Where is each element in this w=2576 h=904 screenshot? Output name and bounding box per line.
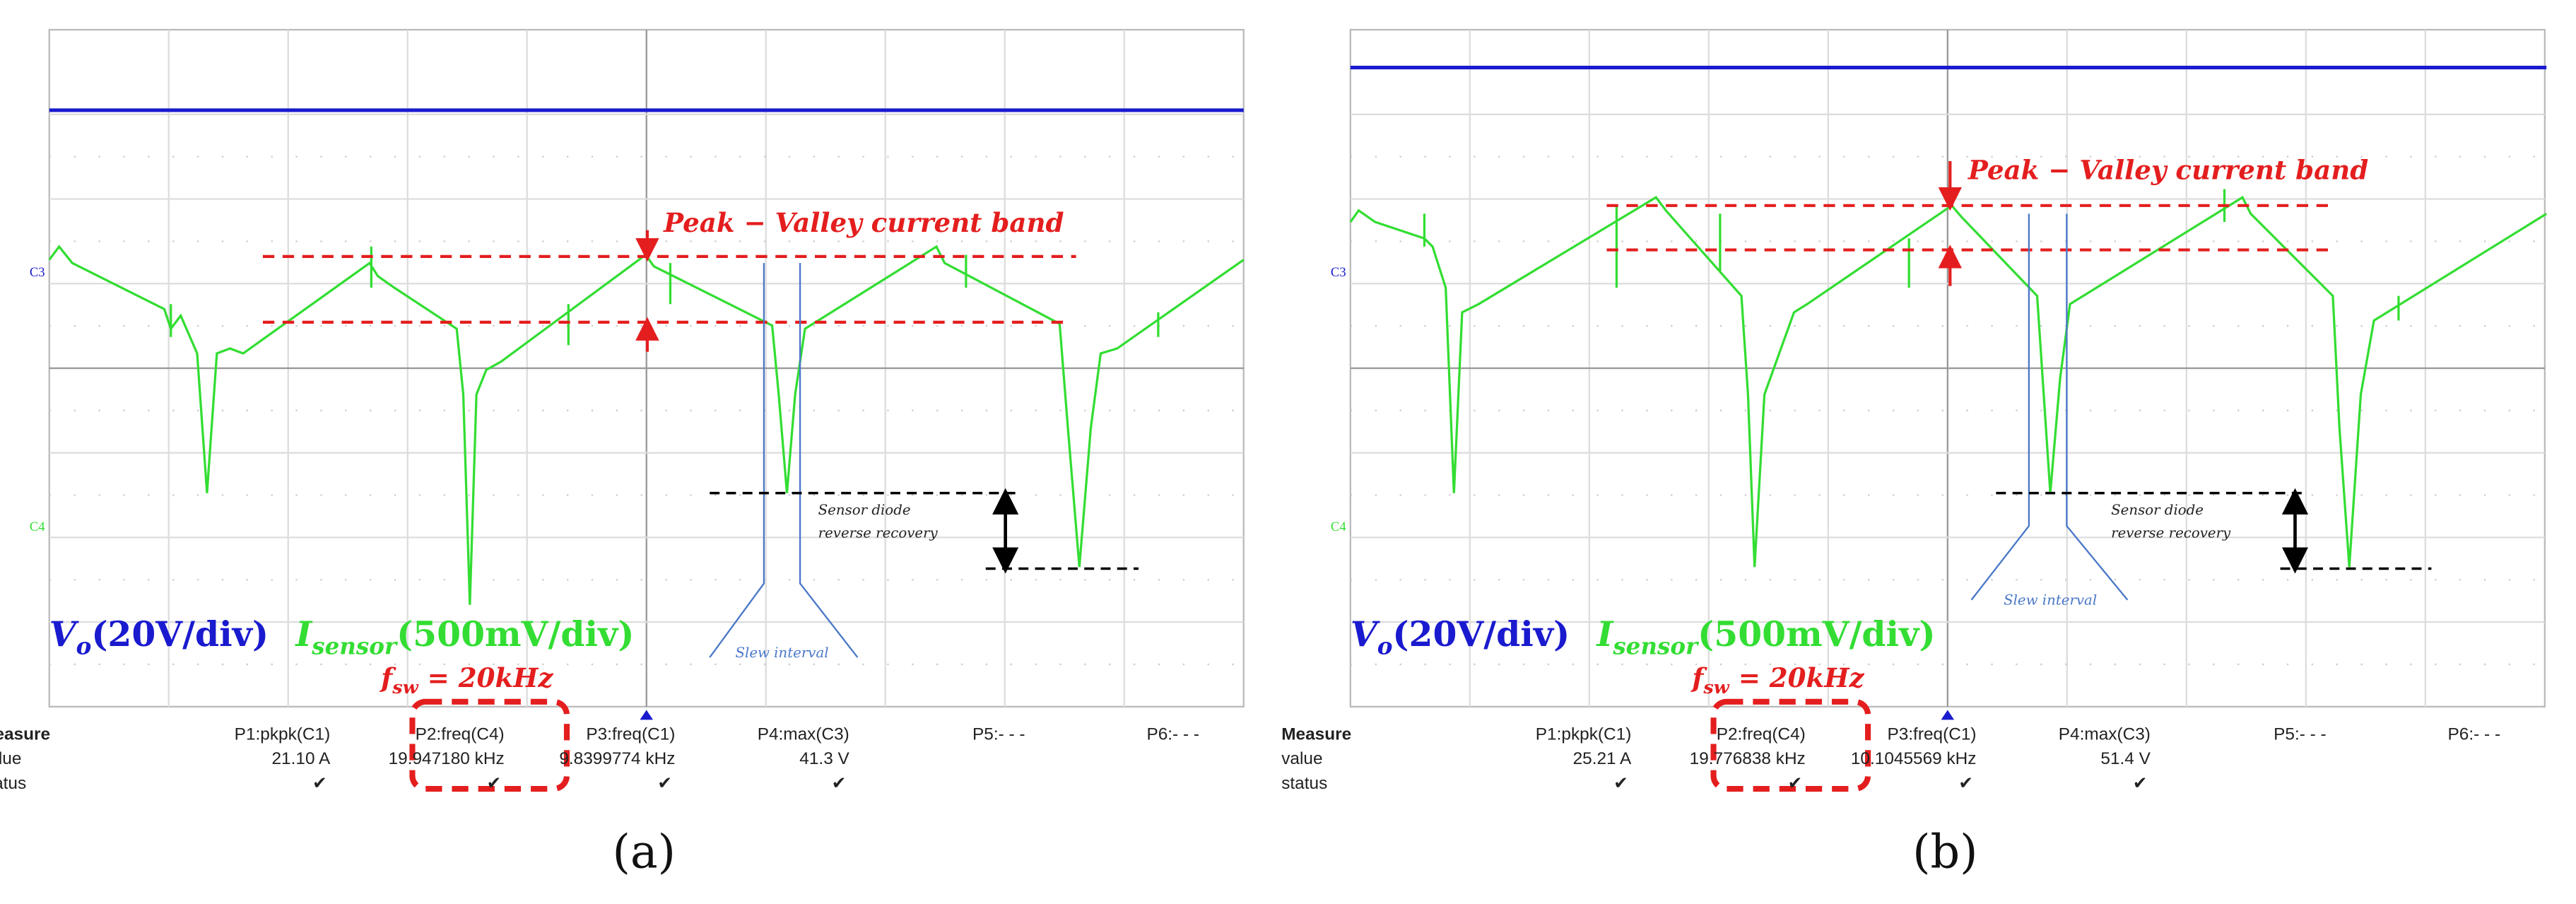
column-header: P5:- - -: [972, 724, 1025, 744]
row-label: value: [1281, 749, 1322, 768]
column-header: P1:pkpk(C1): [235, 724, 331, 744]
band-label: Peak − Valley current band: [1968, 155, 2368, 186]
column-header: P4:max(C3): [758, 724, 849, 744]
panel: C3 C4 Peak − Valley current band Slew int…: [0, 28, 1245, 879]
status-icon: ✔: [657, 774, 671, 793]
diode-label: Sensor diode: [818, 502, 911, 518]
highlight-box: [409, 698, 570, 792]
isensor-label: Isensor(500mV/div): [294, 614, 634, 660]
highlight-box: [1710, 698, 1871, 792]
channel-label: C3: [1331, 265, 1346, 280]
graticule: C3 C4: [30, 28, 1245, 720]
measure-value: 21.10 A: [271, 749, 330, 768]
isensor-trace: [48, 245, 1245, 605]
column-header: P2:freq(C4): [416, 724, 505, 744]
band-lines: [262, 254, 1076, 324]
column-header: P3:freq(C1): [1887, 724, 1976, 744]
status-icon: ✔: [312, 774, 327, 793]
cursor: [1941, 710, 1955, 720]
status-icon: ✔: [1613, 774, 1628, 793]
status-icon: ✔: [2133, 774, 2147, 793]
measure-value: 9.8399774 kHz: [559, 749, 675, 768]
diode-label: reverse recovery: [818, 524, 939, 541]
measure-value: 25.21 A: [1573, 749, 1632, 768]
graticule: C3 C4: [1331, 28, 2546, 720]
isensor-trace: [1349, 189, 2548, 568]
caption: (a): [612, 826, 676, 879]
column-header: P2:freq(C4): [1717, 724, 1806, 744]
measure-value: 10.1045569 kHz: [1851, 749, 1977, 768]
column-header: P5:- - -: [2274, 724, 2327, 744]
band-lines: [1606, 204, 2333, 252]
column-header: P1:pkpk(C1): [1536, 724, 1632, 744]
status-icon: ✔: [1958, 774, 1972, 793]
diode-label: reverse recovery: [2111, 524, 2231, 541]
slew-label: Slew interval: [2004, 592, 2097, 609]
column-header: P6:- - -: [1146, 724, 1199, 744]
row-label: status: [1281, 774, 1327, 793]
measure-value: 41.3 V: [799, 749, 849, 768]
panel: C3 C4 Peak − Valley current band Slew int…: [1281, 28, 2548, 879]
slew-label: Slew interval: [735, 645, 828, 661]
isensor-label: Isensor(500mV/div): [1596, 614, 1936, 660]
row-label: value: [0, 749, 21, 768]
status-icon: ✔: [487, 774, 501, 793]
diode-label: Sensor diode: [2111, 502, 2204, 518]
fsw-label: fsw = 20kHz: [1690, 662, 1864, 698]
fsw-label: fsw = 20kHz: [379, 662, 553, 698]
status-icon: ✔: [832, 774, 846, 793]
column-header: P4:max(C3): [2059, 724, 2151, 744]
measure-value: 19.947180 kHz: [389, 749, 505, 768]
band-label: Peak − Valley current band: [663, 207, 1064, 238]
vo-label: Vo(20V/div): [1351, 614, 1570, 660]
cursor: [640, 710, 654, 720]
measure-value: 19.776838 kHz: [1690, 749, 1806, 768]
slew-lines: [709, 263, 859, 658]
channel-label: C4: [1331, 519, 1346, 534]
vo-label: Vo(20V/div): [49, 614, 269, 660]
measure-value: 51.4 V: [2100, 749, 2151, 768]
column-header: P6:- - -: [2448, 724, 2501, 744]
channel-label: C4: [30, 519, 45, 534]
measure-title: Measure: [1281, 724, 1351, 744]
caption: (b): [1912, 826, 1977, 879]
slew-lines: [1970, 213, 2129, 601]
measure-title: Measure: [0, 724, 50, 744]
row-label: status: [0, 774, 26, 793]
channel-label: C3: [30, 265, 45, 280]
column-header: P3:freq(C1): [586, 724, 675, 744]
status-icon: ✔: [1788, 774, 1802, 793]
